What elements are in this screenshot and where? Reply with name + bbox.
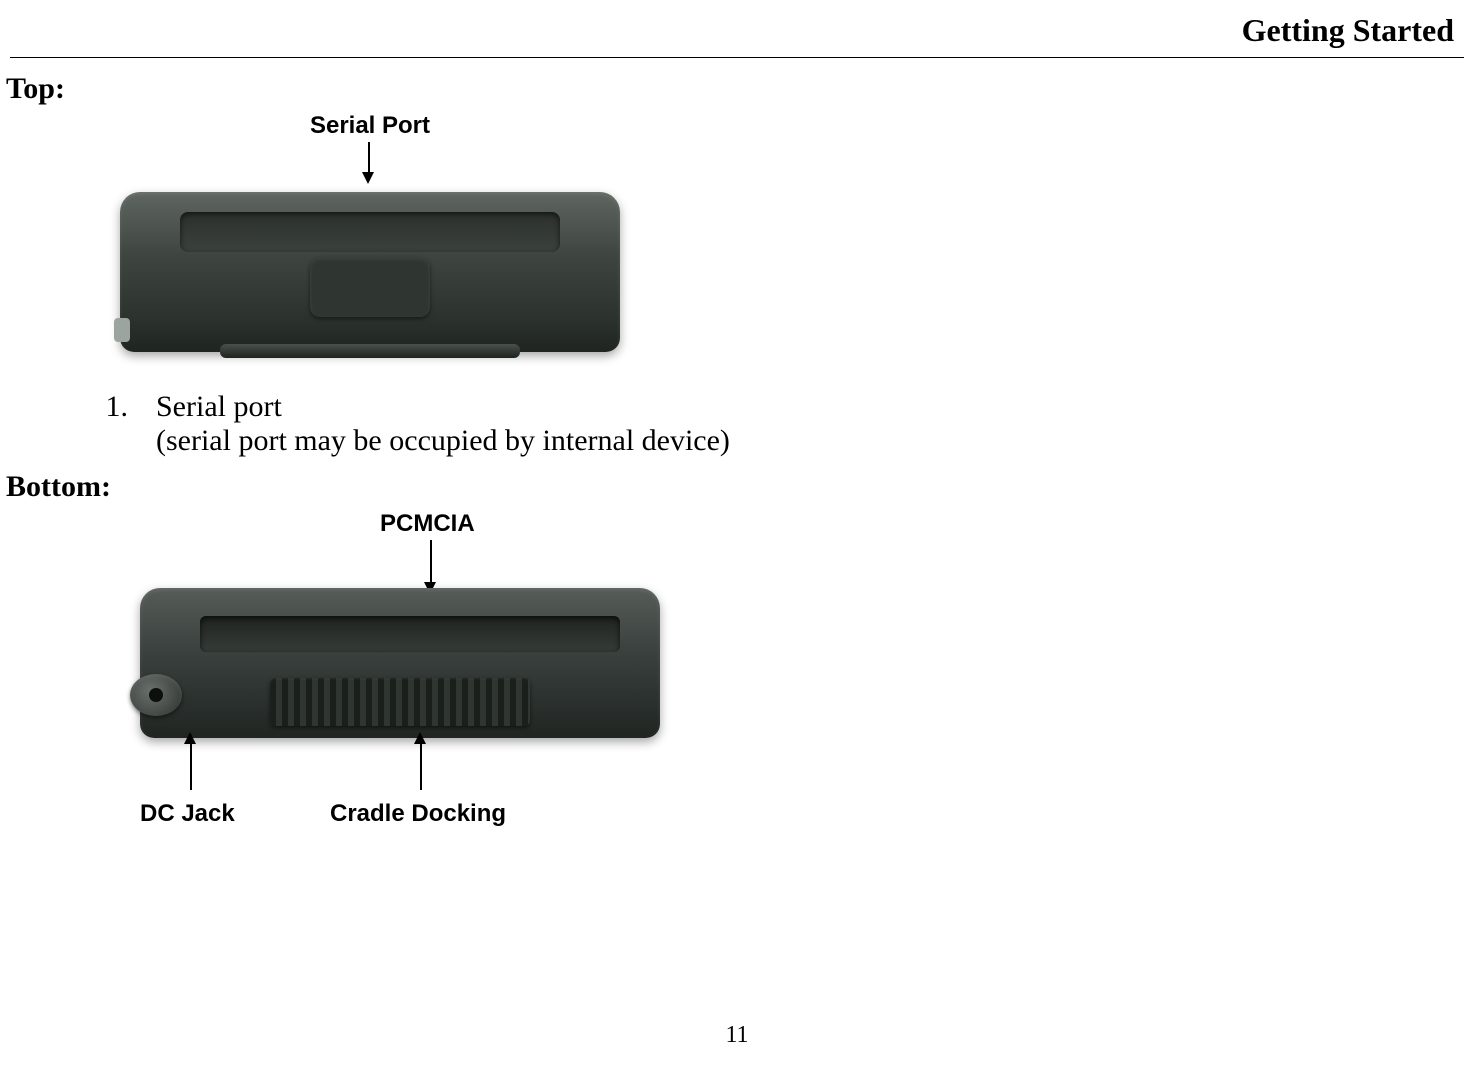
top-figure: Serial Port: [120, 112, 1474, 372]
top-section-label: Top:: [0, 72, 1474, 106]
list-item: 1. Serial port (serial port may be occup…: [100, 390, 1474, 458]
cradle-arrow-line: [420, 742, 422, 790]
device-top-latch: [310, 257, 430, 317]
cradle-label: Cradle Docking: [330, 800, 506, 828]
bottom-figure: PCMCIA DC Jack Cradle Docking: [100, 510, 1474, 840]
serial-port-label: Serial Port: [280, 112, 460, 140]
list-line1: Serial port: [156, 390, 1474, 424]
dcjack-label: DC Jack: [140, 800, 235, 828]
dcjack-arrow-line: [190, 742, 192, 790]
pcmcia-label: PCMCIA: [380, 510, 475, 538]
device-top-nub: [114, 318, 130, 342]
header-divider: [10, 57, 1464, 58]
serial-port-arrow-line: [368, 142, 370, 174]
list-line2: (serial port may be occupied by internal…: [156, 424, 1474, 458]
pcmcia-arrow-line: [430, 540, 432, 584]
device-bottom-dock: [270, 678, 530, 726]
header-title: Getting Started: [1242, 12, 1454, 48]
cradle-arrow-head: [414, 732, 426, 744]
dcjack-arrow-head: [184, 732, 196, 744]
device-bottom-image: [140, 588, 660, 738]
device-top-pad: [220, 344, 520, 358]
bottom-section-label: Bottom:: [0, 470, 1474, 504]
device-bottom-slot: [200, 616, 620, 652]
list-body: Serial port (serial port may be occupied…: [156, 390, 1474, 458]
device-top-image: [120, 192, 620, 352]
list-number: 1.: [100, 390, 156, 424]
serial-port-arrow-head: [362, 172, 374, 184]
page-number: 11: [725, 1022, 748, 1049]
page-header: Getting Started: [0, 0, 1474, 57]
device-bottom-dcjack: [130, 674, 182, 716]
top-list: 1. Serial port (serial port may be occup…: [100, 390, 1474, 458]
